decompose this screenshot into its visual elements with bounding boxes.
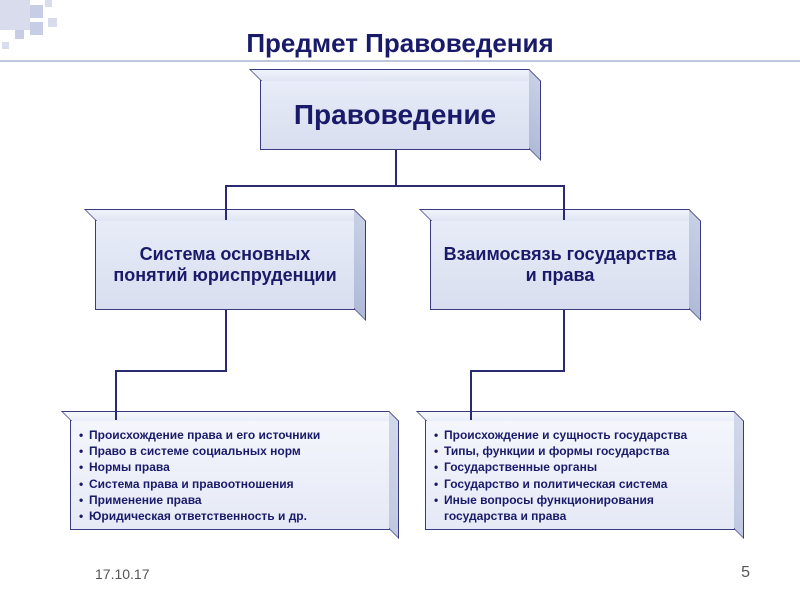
deco-square bbox=[30, 5, 43, 18]
footer-date: 17.10.17 bbox=[95, 566, 150, 582]
box-top-face bbox=[416, 411, 744, 421]
connector-line bbox=[563, 185, 565, 220]
box-side-face bbox=[354, 209, 366, 321]
level3-right-box: Происхождение и сущность государстваТипы… bbox=[425, 420, 735, 530]
connector-line bbox=[115, 370, 117, 420]
connector-line bbox=[395, 150, 397, 185]
level2-right-label: Взаимосвязь государства и права bbox=[431, 244, 689, 286]
level2-left-label: Система основных понятий юриспруденции bbox=[96, 244, 354, 286]
connector-line bbox=[225, 310, 227, 370]
slide-title: Предмет Правоведения bbox=[0, 28, 800, 59]
box-side-face bbox=[734, 411, 744, 539]
list-item: Типы, функции и формы государства bbox=[434, 443, 726, 459]
list-item: Юридическая ответственность и др. bbox=[79, 508, 381, 524]
list-item: Государство и политическая система bbox=[434, 476, 726, 492]
deco-square bbox=[45, 0, 52, 7]
box-top-face bbox=[419, 209, 701, 221]
root-box: Правоведение bbox=[260, 80, 530, 150]
list-item: Происхождение права и его источники bbox=[79, 427, 381, 443]
level2-left-box: Система основных понятий юриспруденции bbox=[95, 220, 355, 310]
list-item: Применение права bbox=[79, 492, 381, 508]
list-item: Иные вопросы функционирования государств… bbox=[434, 492, 726, 524]
level3-right-list: Происхождение и сущность государстваТипы… bbox=[434, 427, 726, 524]
list-item: Право в системе социальных норм bbox=[79, 443, 381, 459]
level3-left-list: Происхождение права и его источникиПраво… bbox=[79, 427, 381, 524]
level3-left-box: Происхождение права и его источникиПраво… bbox=[70, 420, 390, 530]
box-top-face bbox=[61, 411, 399, 421]
connector-line bbox=[470, 370, 565, 372]
connector-line bbox=[115, 370, 227, 372]
box-side-face bbox=[689, 209, 701, 321]
list-item: Государственные органы bbox=[434, 459, 726, 475]
connector-line bbox=[470, 370, 472, 420]
box-side-face bbox=[529, 69, 541, 161]
box-side-face bbox=[389, 411, 399, 539]
box-top-face bbox=[249, 69, 541, 81]
connector-line bbox=[563, 310, 565, 370]
slide: Предмет Правоведения Правоведение Систем… bbox=[0, 0, 800, 600]
level2-right-box: Взаимосвязь государства и права bbox=[430, 220, 690, 310]
deco-square bbox=[0, 0, 30, 30]
list-item: Нормы права bbox=[79, 459, 381, 475]
list-item: Происхождение и сущность государства bbox=[434, 427, 726, 443]
connector-line bbox=[225, 185, 227, 220]
connector-line bbox=[225, 185, 565, 187]
deco-square bbox=[48, 18, 57, 27]
deco-hr bbox=[0, 60, 800, 62]
list-item: Система права и правоотношения bbox=[79, 476, 381, 492]
footer-page-number: 5 bbox=[741, 564, 750, 582]
root-box-label: Правоведение bbox=[294, 99, 496, 131]
